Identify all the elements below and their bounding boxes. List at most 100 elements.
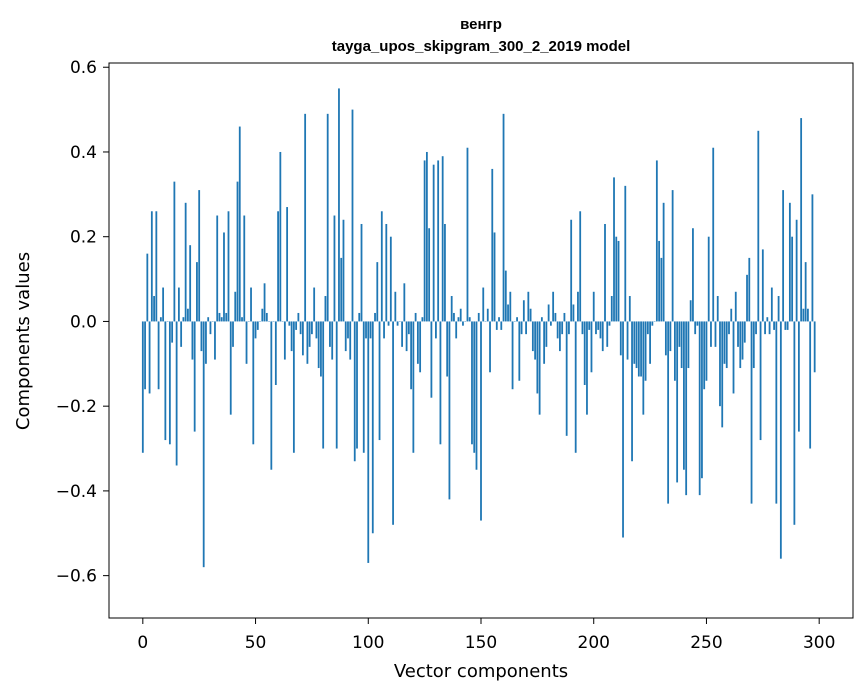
bar-7 [157, 321, 160, 390]
bar-8 [159, 317, 162, 322]
bar-0 [141, 321, 144, 453]
bar-46 [245, 321, 248, 364]
x-tick-label: 50 [245, 633, 267, 653]
bar-14 [173, 181, 176, 322]
y-axis-ticks: −0.6 −0.4 −0.2 0.0 0.2 0.4 0.6 [56, 58, 109, 587]
bar-142 [462, 321, 464, 326]
bar-289 [793, 321, 796, 525]
bar-85 [333, 215, 336, 322]
bar-164 [511, 321, 514, 390]
bar-125 [423, 160, 426, 322]
bar-259 [725, 321, 728, 369]
bar-155 [491, 168, 494, 322]
bar-89 [342, 219, 345, 322]
bar-145 [468, 317, 471, 322]
bar-197 [586, 321, 588, 415]
bar-270 [750, 321, 753, 504]
bar-77 [315, 321, 318, 339]
bar-150 [480, 321, 482, 521]
bar-139 [455, 321, 458, 339]
chart-subtitle: tayga_upos_skipgram_300_2_2019 model [332, 38, 631, 55]
bar-266 [741, 321, 744, 360]
y-tick-label: 0.6 [70, 58, 97, 78]
bar-82 [326, 113, 329, 322]
bar-70 [299, 321, 302, 335]
bar-208 [610, 296, 613, 322]
bar-147 [473, 321, 476, 453]
bar-133 [441, 156, 444, 322]
bar-267 [743, 321, 746, 343]
bar-83 [329, 321, 331, 347]
bar-95 [356, 321, 358, 449]
bar-216 [628, 296, 631, 322]
bar-198 [588, 321, 591, 330]
bar-218 [633, 321, 636, 364]
bar-124 [421, 317, 424, 322]
bar-258 [723, 321, 726, 364]
bar-182 [552, 291, 555, 322]
bar-100 [367, 321, 370, 563]
bar-203 [599, 321, 602, 339]
bar-291 [797, 321, 800, 432]
bar-280 [773, 321, 775, 330]
bar-262 [732, 321, 735, 394]
bar-219 [635, 321, 638, 369]
bar-271 [752, 321, 755, 369]
bar-34 [218, 312, 221, 322]
bar-217 [631, 321, 633, 462]
bar-21 [189, 245, 192, 322]
bar-148 [475, 321, 478, 470]
bar-121 [414, 312, 417, 322]
bar-54 [263, 283, 266, 322]
bar-111 [392, 321, 394, 525]
bar-274 [759, 321, 762, 441]
bar-80 [322, 321, 325, 449]
bar-131 [437, 160, 440, 322]
bar-228 [655, 160, 658, 322]
bar-109 [387, 321, 390, 326]
bar-172 [529, 308, 532, 322]
bar-196 [583, 321, 586, 385]
bar-220 [637, 321, 640, 377]
bar-253 [712, 147, 715, 322]
bar-120 [412, 321, 415, 453]
bar-3 [148, 321, 151, 394]
bar-168 [520, 321, 523, 335]
bar-25 [198, 190, 201, 322]
bar-241 [685, 321, 688, 496]
x-tick-label: 100 [352, 633, 384, 653]
bar-48 [250, 287, 252, 322]
y-tick-label: 0.4 [70, 143, 97, 163]
bar-79 [320, 321, 322, 377]
bar-138 [453, 312, 455, 322]
x-tick-label: 150 [465, 633, 497, 653]
bar-32 [214, 321, 216, 360]
bar-69 [297, 312, 300, 322]
bar-235 [671, 190, 674, 322]
bar-35 [220, 317, 223, 322]
x-tick-label: 300 [803, 633, 835, 653]
y-tick-label: 0.0 [70, 312, 97, 332]
bar-119 [410, 321, 413, 390]
bar-245 [694, 321, 697, 335]
bar-51 [256, 321, 259, 330]
bar-161 [504, 270, 507, 322]
bar-230 [660, 257, 663, 322]
bar-50 [254, 321, 257, 339]
bar-185 [559, 321, 561, 352]
bar-154 [489, 321, 491, 373]
bar-94 [353, 321, 356, 462]
bar-192 [574, 321, 577, 453]
bar-283 [779, 321, 782, 559]
bar-113 [396, 321, 399, 326]
plot-frame [108, 62, 854, 619]
bar-236 [673, 321, 676, 381]
bar-104 [376, 262, 379, 322]
bar-156 [493, 232, 496, 322]
bar-292 [800, 118, 803, 322]
bar-297 [811, 194, 814, 322]
bar-285 [784, 321, 787, 330]
bar-102 [371, 321, 374, 534]
bar-233 [667, 321, 670, 504]
